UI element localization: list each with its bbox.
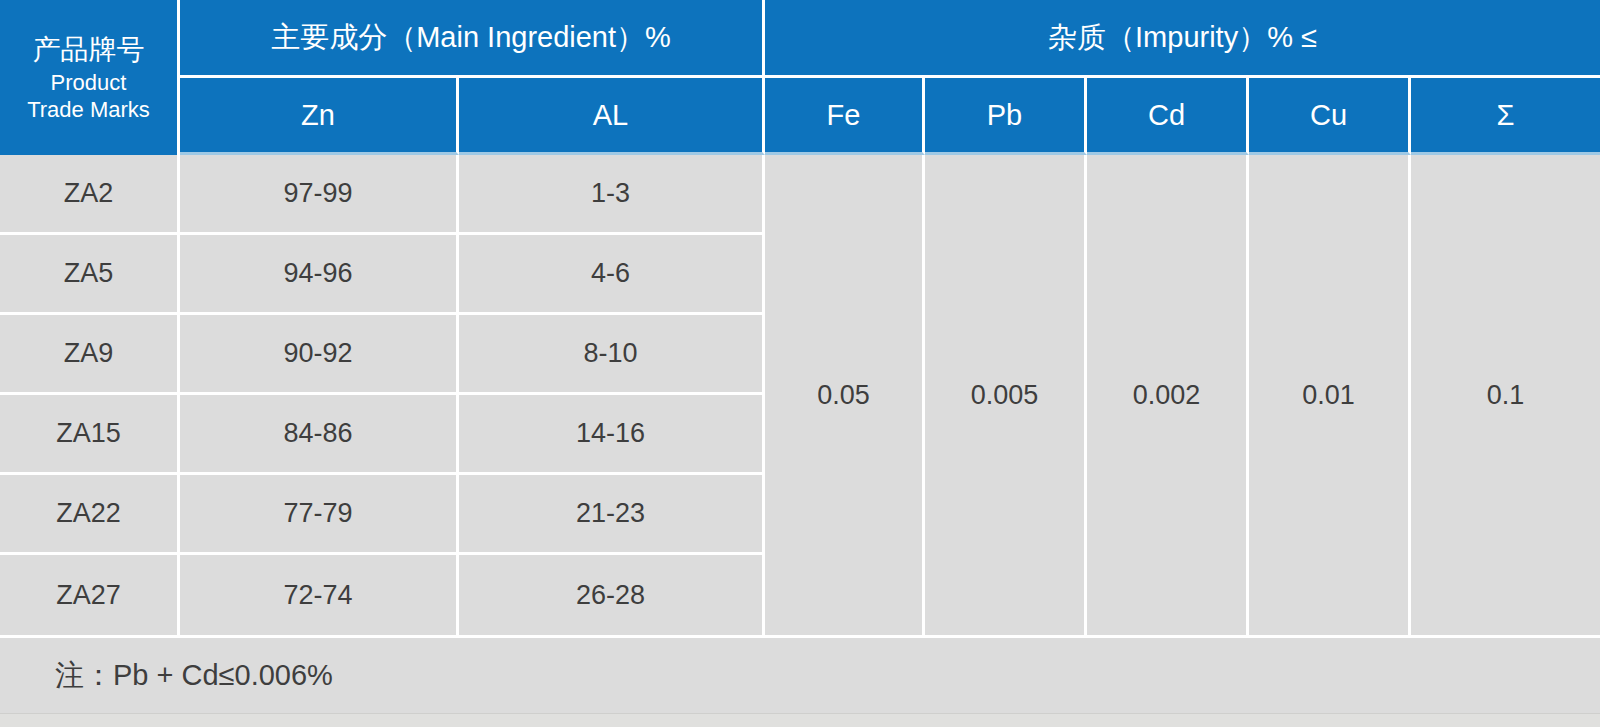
column-header-cd: Cd [1087, 78, 1249, 155]
header-product-trade-marks: 产品牌号 Product Trade Marks [0, 0, 180, 155]
column-header-al: AL [459, 78, 765, 155]
table-row-cell-al: 1-3 [459, 155, 765, 235]
table-row-cell-trade-mark: ZA2 [0, 155, 180, 235]
table-row-cell-zn: 90-92 [180, 315, 459, 395]
impurity-limit-pb: 0.005 [925, 155, 1087, 635]
impurity-limit-cd: 0.002 [1087, 155, 1249, 635]
column-header-sum: Σ [1411, 78, 1600, 155]
trade-marks-label-en-line1: Product [51, 69, 127, 97]
alloy-spec-table: 产品牌号 Product Trade Marks 主要成分（Main Ingre… [0, 0, 1600, 727]
trade-marks-label-en-line2: Trade Marks [27, 96, 150, 124]
table-row-cell-zn: 94-96 [180, 235, 459, 315]
table-row-cell-zn: 97-99 [180, 155, 459, 235]
table-row-cell-al: 14-16 [459, 395, 765, 475]
table-row-cell-al: 26-28 [459, 555, 765, 635]
table-row-cell-trade-mark: ZA27 [0, 555, 180, 635]
impurity-limit-sum: 0.1 [1411, 155, 1600, 635]
table-row-cell-zn: 77-79 [180, 475, 459, 555]
header-main-ingredient-group: 主要成分（Main Ingredient）% [180, 0, 765, 78]
column-header-cu: Cu [1249, 78, 1411, 155]
footnote: 注：Pb + Cd≤0.006% [0, 635, 1600, 713]
table-row-cell-trade-mark: ZA5 [0, 235, 180, 315]
table-row-cell-al: 8-10 [459, 315, 765, 395]
table-row-cell-al: 21-23 [459, 475, 765, 555]
header-impurity-group: 杂质（Impurity）% ≤ [765, 0, 1600, 78]
column-header-fe: Fe [765, 78, 925, 155]
table-row-cell-trade-mark: ZA15 [0, 395, 180, 475]
table-row-cell-zn: 84-86 [180, 395, 459, 475]
table-row-cell-al: 4-6 [459, 235, 765, 315]
impurity-limit-fe: 0.05 [765, 155, 925, 635]
column-header-pb: Pb [925, 78, 1087, 155]
impurity-limit-cu: 0.01 [1249, 155, 1411, 635]
bottom-strip [0, 713, 1600, 727]
table-row-cell-trade-mark: ZA22 [0, 475, 180, 555]
table-row-cell-zn: 72-74 [180, 555, 459, 635]
table-row-cell-trade-mark: ZA9 [0, 315, 180, 395]
trade-marks-label-cn: 产品牌号 [33, 32, 145, 67]
column-header-zn: Zn [180, 78, 459, 155]
